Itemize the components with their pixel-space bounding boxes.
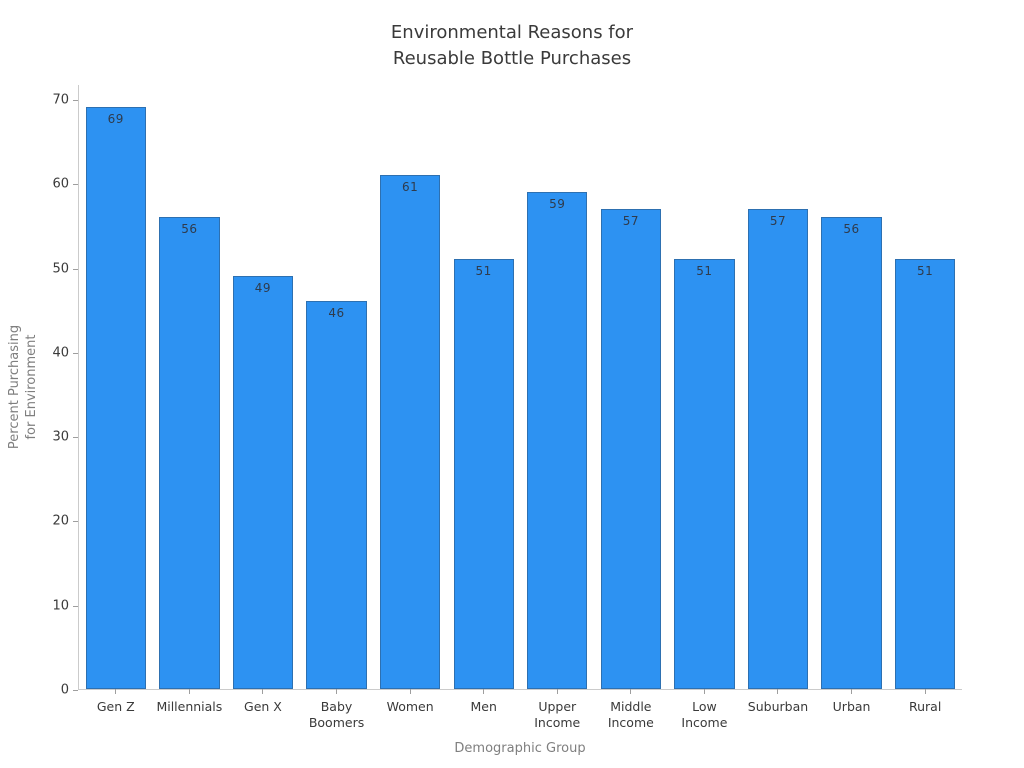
bar-slot-urban: 56 <box>815 85 889 689</box>
bar-value-label: 69 <box>107 112 124 127</box>
bar-gen-x: 49 <box>232 276 294 689</box>
y-tick-mark <box>73 690 78 691</box>
bar-slot-upper-income: 59 <box>520 85 594 689</box>
x-tick-label-millennials: Millennials <box>156 699 223 714</box>
bar-men: 51 <box>453 259 514 689</box>
y-tick-mark <box>73 184 78 186</box>
bar-gen-z: 69 <box>85 107 146 689</box>
y-axis-title: Percent Purchasing for Environment <box>7 324 39 450</box>
bar-value-label: 51 <box>917 264 934 279</box>
x-tick-label-rural: Rural <box>908 699 942 714</box>
bar-value-label: 56 <box>181 222 198 236</box>
bar-rural: 51 <box>894 259 956 689</box>
bar-value-label: 57 <box>622 213 639 228</box>
x-tick-labels: Gen Z Millennials Gen X Baby Boomers Women Me… <box>79 699 962 731</box>
x-tick-slot <box>888 689 962 694</box>
x-tick-slot <box>373 689 447 694</box>
y-tick-label-0: 0 <box>60 682 69 698</box>
y-tick-label-60: 60 <box>52 176 69 192</box>
bar-value-label: 61 <box>401 179 419 194</box>
x-tick-label-urban: Urban <box>832 699 871 714</box>
bar-slot-low-income: 51 <box>668 85 742 689</box>
x-tick-slot <box>300 689 374 694</box>
bar-baby-boomers: 46 <box>306 301 367 689</box>
bar-value-label: 51 <box>696 264 713 279</box>
x-tick-label-women: Women <box>386 699 434 714</box>
bar-value-label: 56 <box>843 222 860 236</box>
bar-millennials: 56 <box>159 217 220 689</box>
bar-slot-baby-boomers: 46 <box>300 85 374 689</box>
x-tick-label-suburban: Suburban <box>747 699 809 714</box>
bars-row: 69 56 49 46 61 51 59 57 51 57 56 51 <box>79 85 962 689</box>
bar-slot-gen-z: 69 <box>79 85 153 689</box>
y-tick-label-20: 20 <box>52 513 69 529</box>
x-tick-marks <box>79 689 962 694</box>
x-tick-label-men: Men <box>470 699 497 714</box>
x-tick-slot <box>153 689 227 694</box>
bar-slot-millennials: 56 <box>153 85 227 689</box>
x-axis-title: Demographic Group <box>454 741 586 756</box>
bar-value-label: 57 <box>769 213 787 228</box>
x-tick-label-baby-boomers: Baby Boomers <box>308 699 365 730</box>
bar-upper-income: 59 <box>527 191 588 689</box>
x-tick-slot <box>668 689 742 694</box>
bar-slot-gen-x: 49 <box>226 85 300 689</box>
x-tick-mark <box>409 689 411 694</box>
bar-value-label: 59 <box>549 196 566 211</box>
x-tick-mark <box>777 689 779 694</box>
x-tick-mark <box>483 689 485 694</box>
bar-middle-income: 57 <box>600 208 661 689</box>
chart-title: Environmental Reasons for Reusable Bottl… <box>390 22 634 69</box>
bar-slot-men: 51 <box>447 85 521 689</box>
x-tick-mark <box>115 689 117 694</box>
x-tick-slot <box>520 689 594 694</box>
bar-value-label: 51 <box>475 264 492 279</box>
bar-value-label: 49 <box>254 281 272 295</box>
y-tick-mark <box>73 100 78 101</box>
x-tick-slot <box>226 689 300 694</box>
x-tick-mark <box>336 689 338 694</box>
bar-women: 61 <box>379 174 441 689</box>
x-tick-slot <box>594 689 668 694</box>
x-tick-slot <box>79 689 153 694</box>
y-tick-label-30: 30 <box>52 429 69 445</box>
x-tick-label-upper-income: Upper Income <box>534 699 581 730</box>
bar-low-income: 51 <box>674 259 735 689</box>
x-tick-slot <box>815 689 889 694</box>
bar-slot-rural: 51 <box>888 85 962 689</box>
y-tick-mark <box>73 437 78 439</box>
x-tick-mark <box>262 689 264 694</box>
plot-area: 69 56 49 46 61 51 59 57 51 57 56 51 Gen Z Millennial… <box>52 85 962 730</box>
x-tick-mark <box>851 689 853 694</box>
y-tick-label-10: 10 <box>52 598 69 614</box>
y-tick-label-70: 70 <box>52 92 69 108</box>
x-tick-label-middle-income: Middle Income <box>607 699 654 730</box>
x-tick-label-gen-z: Gen Z <box>96 699 135 714</box>
x-tick-mark <box>188 689 190 694</box>
bar-urban: 56 <box>821 217 882 689</box>
bar-slot-suburban: 57 <box>741 85 815 689</box>
y-tick-mark <box>73 352 78 354</box>
x-tick-mark <box>703 689 705 694</box>
x-tick-slot <box>447 689 521 694</box>
x-tick-label-low-income: Low Income <box>681 699 728 730</box>
bar-slot-women: 61 <box>373 85 447 689</box>
y-tick-mark <box>73 521 78 523</box>
bar-slot-middle-income: 57 <box>594 85 668 689</box>
y-tick-label-50: 50 <box>52 261 69 277</box>
y-tick-mark <box>73 605 78 607</box>
x-tick-mark <box>556 689 558 694</box>
y-tick-mark <box>73 268 78 270</box>
y-tick-label-40: 40 <box>52 345 69 361</box>
x-tick-label-gen-x: Gen X <box>244 699 282 714</box>
bar-value-label: 46 <box>328 306 345 321</box>
bar-suburban: 57 <box>747 208 809 689</box>
x-tick-mark <box>924 689 926 694</box>
x-tick-slot <box>741 689 815 694</box>
x-tick-mark <box>630 689 632 694</box>
